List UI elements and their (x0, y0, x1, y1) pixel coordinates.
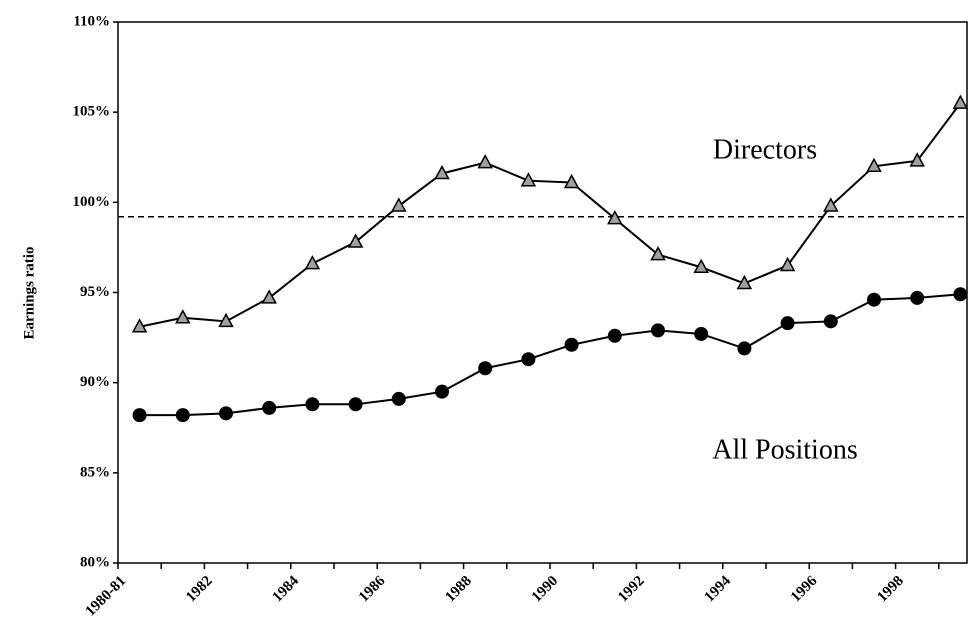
y-axis-label: Earnings ratio (21, 247, 37, 340)
marker (780, 316, 795, 331)
y-tick-label: 85% (80, 464, 110, 480)
marker (607, 328, 622, 343)
marker (175, 309, 191, 324)
marker (651, 323, 665, 338)
marker (737, 341, 752, 356)
marker (262, 400, 277, 415)
marker (564, 337, 579, 352)
marker (434, 164, 450, 180)
x-tick-label: 1984 (270, 573, 303, 606)
marker (132, 408, 147, 423)
x-tick-label: 1982 (183, 573, 216, 606)
x-tick-label: 1990 (529, 573, 562, 606)
marker (175, 408, 190, 423)
marker (910, 290, 925, 305)
marker (261, 289, 277, 304)
y-tick-label: 90% (80, 374, 110, 390)
marker (347, 233, 364, 248)
marker (521, 352, 536, 367)
marker (953, 287, 968, 302)
marker (478, 361, 493, 376)
annotation: All Positions (712, 434, 857, 465)
annotation: Directors (713, 134, 817, 165)
marker (218, 312, 234, 328)
x-tick-label: 1992 (615, 573, 648, 606)
marker (391, 197, 407, 212)
marker (952, 94, 968, 109)
y-tick-label: 100% (73, 194, 111, 210)
marker (909, 152, 925, 167)
marker (563, 173, 580, 189)
marker (823, 314, 838, 329)
marker (391, 391, 406, 406)
marker (520, 172, 537, 187)
marker (219, 406, 233, 421)
marker (131, 318, 148, 333)
marker (304, 255, 321, 270)
marker (694, 326, 709, 341)
x-tick-label: 1986 (356, 573, 389, 606)
marker (866, 157, 882, 173)
series-line (139, 293, 961, 417)
x-tick-label: 1996 (788, 573, 821, 606)
y-tick-label: 95% (80, 284, 110, 300)
x-tick-label: 1994 (702, 573, 735, 606)
series-line (139, 102, 962, 328)
x-tick-label: 1980-81 (83, 573, 130, 620)
marker (867, 292, 881, 307)
marker (477, 154, 493, 169)
marker (779, 256, 796, 272)
x-tick-label: 1988 (442, 573, 475, 606)
marker (348, 397, 363, 412)
marker (650, 246, 666, 261)
marker (607, 209, 623, 225)
y-tick-label: 80% (80, 554, 110, 570)
marker (305, 397, 320, 412)
x-tick-label: 1998 (874, 573, 907, 606)
y-tick-label: 105% (73, 104, 111, 120)
y-tick-label: 110% (73, 13, 110, 29)
marker (693, 258, 709, 274)
plot-frame (117, 21, 968, 564)
marker (736, 274, 753, 290)
marker (823, 197, 839, 212)
marker (435, 384, 449, 399)
